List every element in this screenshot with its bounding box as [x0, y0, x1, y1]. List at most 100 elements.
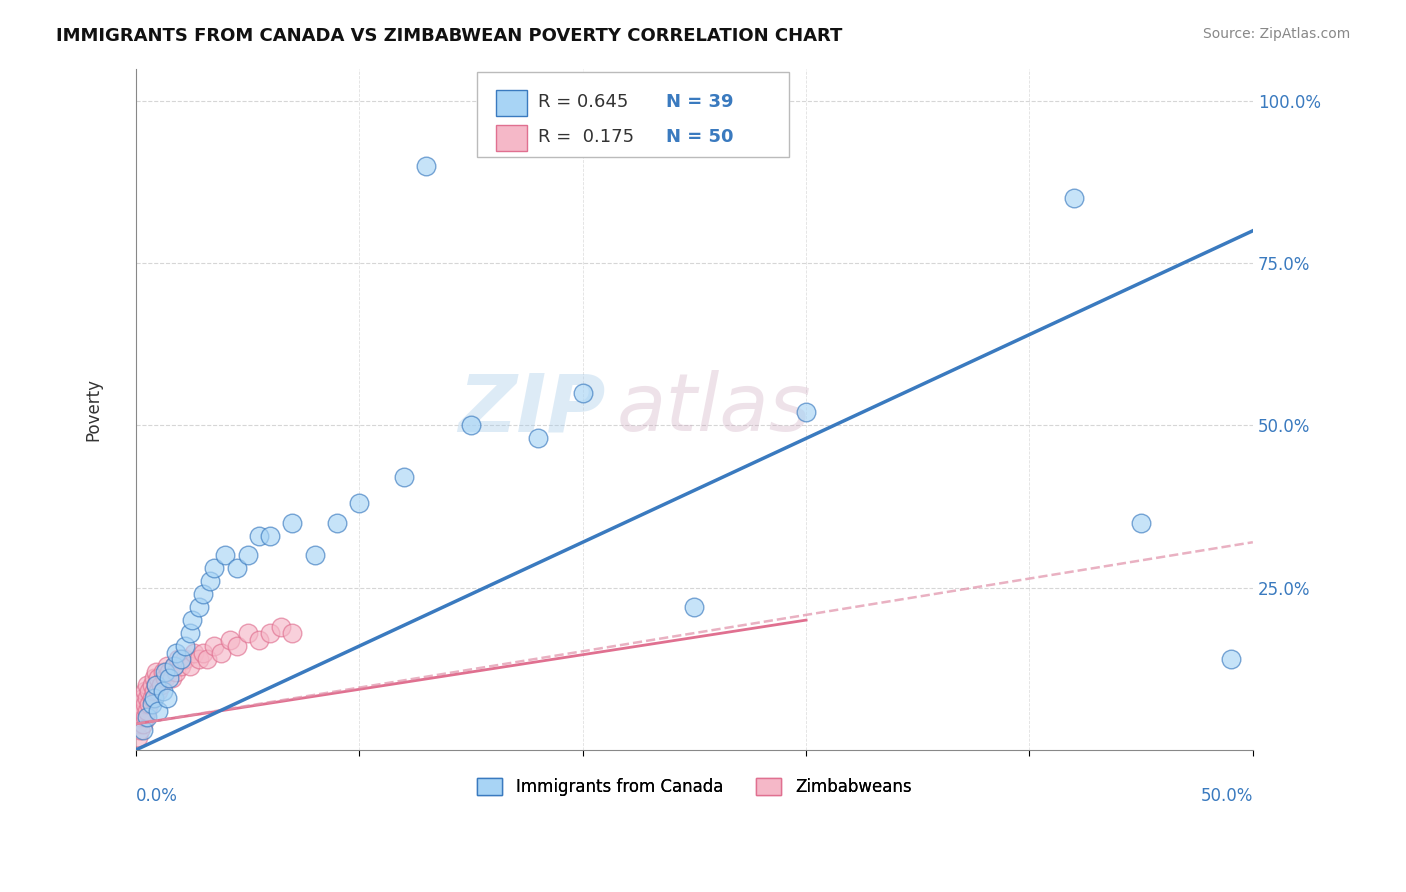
Point — [142, 684, 165, 698]
Point — [326, 516, 349, 530]
Point — [149, 678, 172, 692]
Point — [127, 704, 149, 718]
Point — [218, 632, 240, 647]
Text: IMMIGRANTS FROM CANADA VS ZIMBABWEAN POVERTY CORRELATION CHART: IMMIGRANTS FROM CANADA VS ZIMBABWEAN POV… — [56, 27, 842, 45]
Point — [136, 704, 159, 718]
Point — [1219, 652, 1241, 666]
Point — [145, 678, 167, 692]
Point — [225, 561, 247, 575]
Point — [167, 652, 190, 666]
Point — [129, 710, 152, 724]
Point — [527, 431, 550, 445]
Point — [160, 672, 183, 686]
Point — [148, 684, 170, 698]
Point — [202, 639, 225, 653]
Point — [148, 704, 170, 718]
Point — [571, 386, 593, 401]
Point — [1063, 191, 1085, 205]
Point — [148, 672, 170, 686]
Point — [392, 470, 415, 484]
Text: N = 39: N = 39 — [666, 93, 734, 111]
Point — [163, 658, 186, 673]
Text: atlas: atlas — [616, 370, 811, 448]
Point — [141, 678, 163, 692]
Point — [134, 698, 156, 712]
Point — [236, 548, 259, 562]
Point — [247, 529, 270, 543]
Point — [153, 665, 176, 679]
Point — [131, 704, 153, 718]
Point — [136, 710, 159, 724]
Point — [183, 646, 205, 660]
Point — [214, 548, 236, 562]
Text: 50.0%: 50.0% — [1201, 788, 1253, 805]
Point — [159, 672, 181, 686]
Point — [191, 587, 214, 601]
Point — [281, 626, 304, 640]
Point — [136, 678, 159, 692]
Legend: Immigrants from Canada, Zimbabweans: Immigrants from Canada, Zimbabweans — [471, 772, 918, 803]
Point — [145, 678, 167, 692]
Point — [236, 626, 259, 640]
Point — [129, 723, 152, 738]
Point — [259, 529, 281, 543]
Point — [138, 684, 160, 698]
Point — [209, 646, 232, 660]
Point — [156, 658, 179, 673]
Point — [134, 710, 156, 724]
Point — [165, 646, 187, 660]
Point — [225, 639, 247, 653]
Point — [683, 600, 706, 615]
Point — [179, 626, 201, 640]
Text: Poverty: Poverty — [84, 377, 103, 441]
FancyBboxPatch shape — [477, 72, 789, 157]
Point — [129, 698, 152, 712]
Point — [152, 665, 174, 679]
Text: R = 0.645: R = 0.645 — [538, 93, 628, 111]
Point — [169, 652, 191, 666]
Point — [145, 665, 167, 679]
Point — [270, 619, 292, 633]
Point — [136, 690, 159, 705]
FancyBboxPatch shape — [496, 125, 527, 151]
Point — [349, 496, 371, 510]
Point — [187, 652, 209, 666]
Point — [460, 418, 482, 433]
Point — [156, 690, 179, 705]
Point — [152, 684, 174, 698]
Point — [165, 665, 187, 679]
Point — [202, 561, 225, 575]
Point — [163, 658, 186, 673]
Point — [127, 730, 149, 744]
Point — [794, 405, 817, 419]
Point — [247, 632, 270, 647]
Point — [180, 613, 202, 627]
Point — [304, 548, 326, 562]
Point — [131, 723, 153, 738]
Text: Source: ZipAtlas.com: Source: ZipAtlas.com — [1202, 27, 1350, 41]
Point — [138, 698, 160, 712]
Point — [187, 600, 209, 615]
Point — [153, 672, 176, 686]
Text: N = 50: N = 50 — [666, 128, 734, 146]
Point — [281, 516, 304, 530]
Point — [131, 717, 153, 731]
Point — [191, 646, 214, 660]
Point — [141, 690, 163, 705]
Point — [198, 574, 221, 589]
Point — [142, 672, 165, 686]
FancyBboxPatch shape — [496, 89, 527, 116]
Point — [179, 658, 201, 673]
Point — [415, 159, 437, 173]
Point — [174, 652, 197, 666]
Point — [174, 639, 197, 653]
Point — [134, 684, 156, 698]
Text: ZIP: ZIP — [458, 370, 605, 448]
Point — [159, 665, 181, 679]
Text: R =  0.175: R = 0.175 — [538, 128, 634, 146]
Point — [1130, 516, 1153, 530]
Point — [131, 690, 153, 705]
Point — [259, 626, 281, 640]
Point — [127, 717, 149, 731]
Point — [141, 698, 163, 712]
